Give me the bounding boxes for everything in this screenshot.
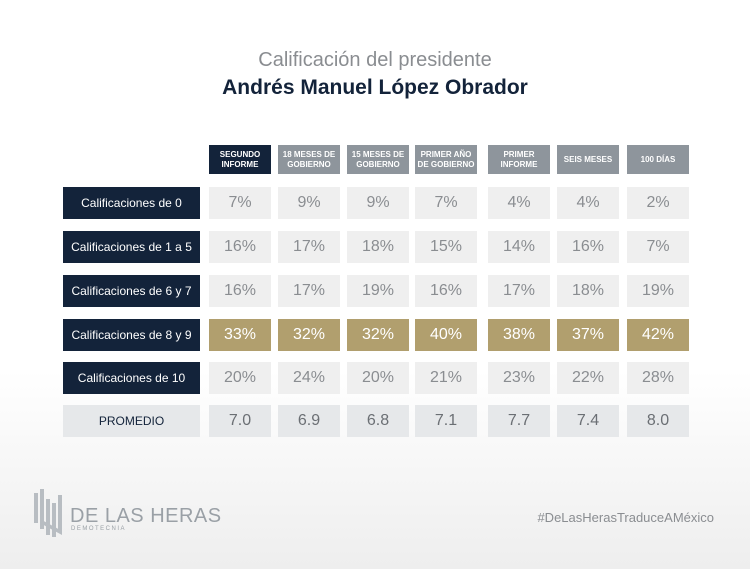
average-cell: 7.4 bbox=[557, 405, 619, 437]
de-las-heras-mark-icon bbox=[34, 489, 62, 537]
value-cell: 15% bbox=[415, 231, 477, 263]
column-header: 18 MESES DE GOBIERNO bbox=[278, 145, 340, 174]
value-cell: 20% bbox=[209, 362, 271, 394]
row-label: PROMEDIO bbox=[63, 405, 200, 437]
row-label: Calificaciones de 0 bbox=[63, 187, 200, 219]
column-header: 100 DÍAS bbox=[627, 145, 689, 174]
logo-name: DE LAS HERAS bbox=[70, 505, 222, 527]
value-cell: 42% bbox=[627, 319, 689, 351]
average-cell: 8.0 bbox=[627, 405, 689, 437]
row-label: Calificaciones de 8 y 9 bbox=[63, 319, 200, 351]
column-header: PRIMER AÑO DE GOBIERNO bbox=[415, 145, 477, 174]
value-cell: 4% bbox=[488, 187, 550, 219]
row-label: Calificaciones de 10 bbox=[63, 362, 200, 394]
hashtag: #DeLasHerasTraduceAMéxico bbox=[537, 510, 714, 525]
value-cell: 18% bbox=[347, 231, 409, 263]
average-cell: 6.9 bbox=[278, 405, 340, 437]
value-cell: 2% bbox=[627, 187, 689, 219]
value-cell: 33% bbox=[209, 319, 271, 351]
column-header: PRIMER INFORME bbox=[488, 145, 550, 174]
chart-title: Calificación del presidente bbox=[258, 49, 492, 71]
column-header: SEIS MESES bbox=[557, 145, 619, 174]
column-header: 15 MESES DE GOBIERNO bbox=[347, 145, 409, 174]
chart-subtitle: Andrés Manuel López Obrador bbox=[222, 76, 528, 99]
value-cell: 20% bbox=[347, 362, 409, 394]
row-label: Calificaciones de 1 a 5 bbox=[63, 231, 200, 263]
value-cell: 9% bbox=[278, 187, 340, 219]
column-header: SEGUNDO INFORME bbox=[209, 145, 271, 174]
value-cell: 32% bbox=[278, 319, 340, 351]
value-cell: 17% bbox=[278, 275, 340, 307]
average-cell: 7.0 bbox=[209, 405, 271, 437]
value-cell: 16% bbox=[209, 231, 271, 263]
value-cell: 28% bbox=[627, 362, 689, 394]
value-cell: 19% bbox=[347, 275, 409, 307]
value-cell: 19% bbox=[627, 275, 689, 307]
value-cell: 21% bbox=[415, 362, 477, 394]
average-cell: 7.1 bbox=[415, 405, 477, 437]
value-cell: 16% bbox=[557, 231, 619, 263]
logo-subtitle: DEMOTECNIA bbox=[71, 526, 127, 532]
value-cell: 4% bbox=[557, 187, 619, 219]
value-cell: 23% bbox=[488, 362, 550, 394]
value-cell: 14% bbox=[488, 231, 550, 263]
value-cell: 17% bbox=[278, 231, 340, 263]
row-label: Calificaciones de 6 y 7 bbox=[63, 275, 200, 307]
value-cell: 24% bbox=[278, 362, 340, 394]
value-cell: 7% bbox=[415, 187, 477, 219]
value-cell: 37% bbox=[557, 319, 619, 351]
value-cell: 16% bbox=[209, 275, 271, 307]
value-cell: 16% bbox=[415, 275, 477, 307]
value-cell: 38% bbox=[488, 319, 550, 351]
average-cell: 6.8 bbox=[347, 405, 409, 437]
average-cell: 7.7 bbox=[488, 405, 550, 437]
value-cell: 7% bbox=[627, 231, 689, 263]
value-cell: 32% bbox=[347, 319, 409, 351]
value-cell: 9% bbox=[347, 187, 409, 219]
value-cell: 17% bbox=[488, 275, 550, 307]
value-cell: 7% bbox=[209, 187, 271, 219]
value-cell: 18% bbox=[557, 275, 619, 307]
value-cell: 22% bbox=[557, 362, 619, 394]
value-cell: 40% bbox=[415, 319, 477, 351]
